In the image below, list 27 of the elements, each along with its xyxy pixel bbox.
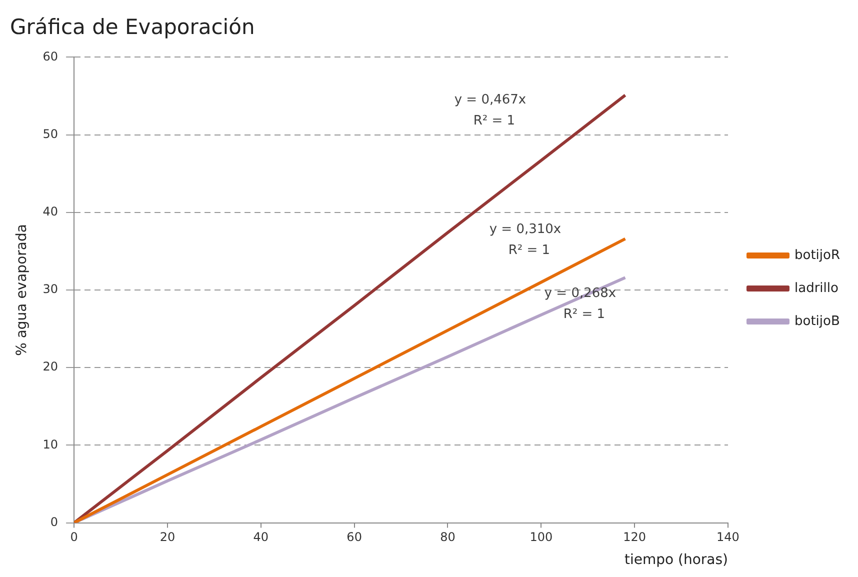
y-tick-label: 20 (42, 360, 58, 374)
x-tick-label: 20 (160, 530, 176, 544)
annotation: R² = 1 (508, 243, 550, 258)
y-tick-label: 0 (50, 514, 58, 529)
chart-title: Gráfica de Evaporación (10, 15, 255, 40)
x-tick-label: 60 (346, 530, 362, 544)
x-axis-title: tiempo (horas) (624, 552, 728, 568)
annotation: y = 0,310x (489, 222, 562, 238)
x-tick-label: 140 (716, 530, 740, 544)
y-tick-label: 40 (42, 204, 58, 219)
legend-label: ladrillo (794, 280, 838, 296)
annotation: y = 0,467x (454, 92, 526, 108)
y-tick-label: 60 (42, 49, 58, 64)
x-tick-label: 0 (70, 530, 78, 544)
y-tick-label: 30 (42, 282, 58, 296)
annotation: R² = 1 (563, 306, 606, 322)
annotation: y = 0,268x (544, 286, 616, 301)
legend-label: botijoR (794, 248, 840, 263)
x-tick-label: 40 (253, 530, 269, 544)
x-tick-label: 80 (440, 530, 456, 544)
x-tick-label: 100 (530, 530, 553, 544)
annotation: R² = 1 (473, 114, 516, 129)
legend-label: botijoB (794, 314, 840, 329)
y-tick-label: 10 (42, 437, 58, 452)
y-axis-title: % agua evaporada (14, 224, 30, 356)
x-tick-label: 120 (623, 530, 646, 544)
y-tick-label: 50 (42, 126, 58, 141)
